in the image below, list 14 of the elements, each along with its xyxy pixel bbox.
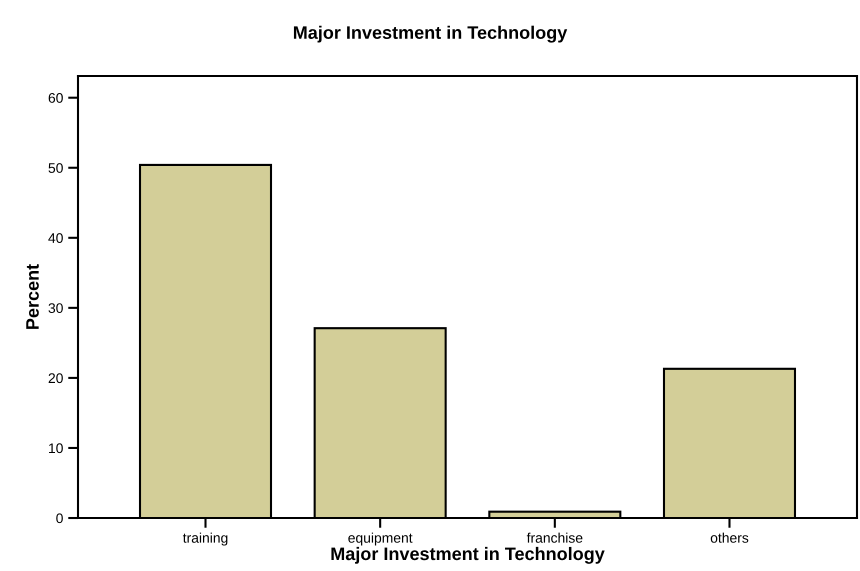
y-tick-label: 30 [48,303,63,314]
x-tick-label: franchise [526,532,582,543]
chart-title: Major Investment in Technology [294,26,568,43]
y-tick-label: 60 [48,93,63,103]
y-axis-title: Percent [26,264,39,329]
y-tick-label: 20 [48,373,63,384]
x-tick-label: training [182,532,228,546]
y-tick-label: 40 [48,233,63,243]
y-tick-label: 10 [49,443,63,454]
x-tick-label: others [710,532,748,543]
x-axis-title: Major Investment in Technology [331,546,605,564]
x-tick-label: equipment [348,532,412,546]
y-tick-label: 50 [48,163,63,173]
y-tick-label: 0 [56,513,63,524]
